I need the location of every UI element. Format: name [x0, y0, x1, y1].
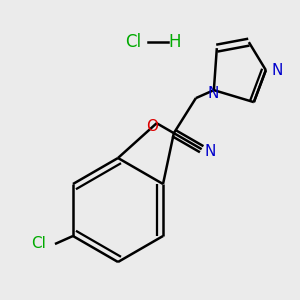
- Text: Cl: Cl: [32, 236, 46, 251]
- Text: N: N: [207, 85, 218, 100]
- Text: N: N: [271, 63, 283, 78]
- Text: N: N: [205, 144, 216, 159]
- Text: Cl: Cl: [125, 33, 141, 51]
- Text: H: H: [169, 33, 181, 51]
- Text: O: O: [146, 119, 158, 134]
